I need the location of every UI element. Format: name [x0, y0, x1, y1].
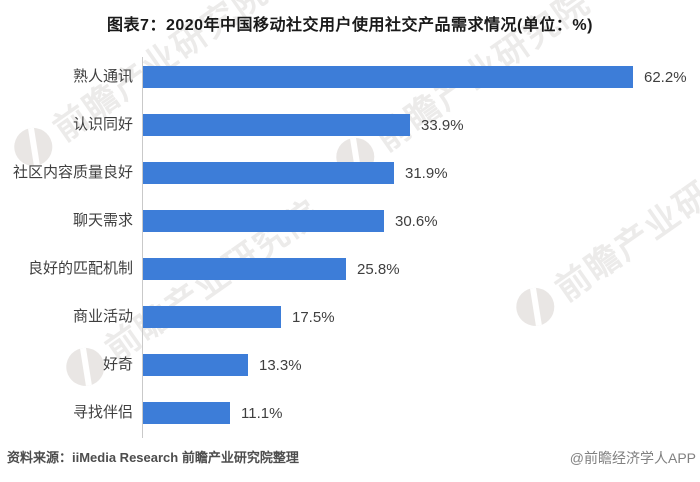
- value-label: 13.3%: [259, 357, 302, 374]
- bar: [143, 306, 281, 328]
- value-label: 17.5%: [292, 309, 335, 326]
- bar: [143, 402, 230, 424]
- bar: [143, 114, 410, 136]
- value-label: 33.9%: [421, 117, 464, 134]
- value-label: 62.2%: [644, 69, 687, 86]
- value-label: 30.6%: [395, 213, 438, 230]
- bar: [143, 210, 384, 232]
- bar: [143, 258, 346, 280]
- y-axis-line: [142, 57, 143, 438]
- bar: [143, 162, 394, 184]
- chart-title: 图表7：2020年中国移动社交用户使用社交产品需求情况(单位：%): [107, 17, 593, 34]
- source-note: 资料来源：iiMedia Research 前瞻产业研究院整理: [7, 450, 299, 465]
- category-label: 社区内容质量良好: [12, 164, 133, 181]
- category-label: 良好的匹配机制: [27, 260, 133, 277]
- category-label: 熟人通讯: [72, 68, 133, 85]
- credit-note: @前瞻经济学人APP: [569, 450, 696, 466]
- value-label: 11.1%: [241, 405, 283, 422]
- category-label: 好奇: [102, 356, 133, 373]
- value-label: 31.9%: [405, 165, 448, 182]
- category-label: 商业活动: [72, 308, 133, 325]
- category-label: 寻找伴侣: [72, 404, 133, 421]
- value-label: 25.8%: [357, 261, 400, 278]
- category-label: 聊天需求: [72, 212, 133, 229]
- category-label: 认识同好: [72, 116, 133, 133]
- bar: [143, 66, 633, 88]
- bar: [143, 354, 248, 376]
